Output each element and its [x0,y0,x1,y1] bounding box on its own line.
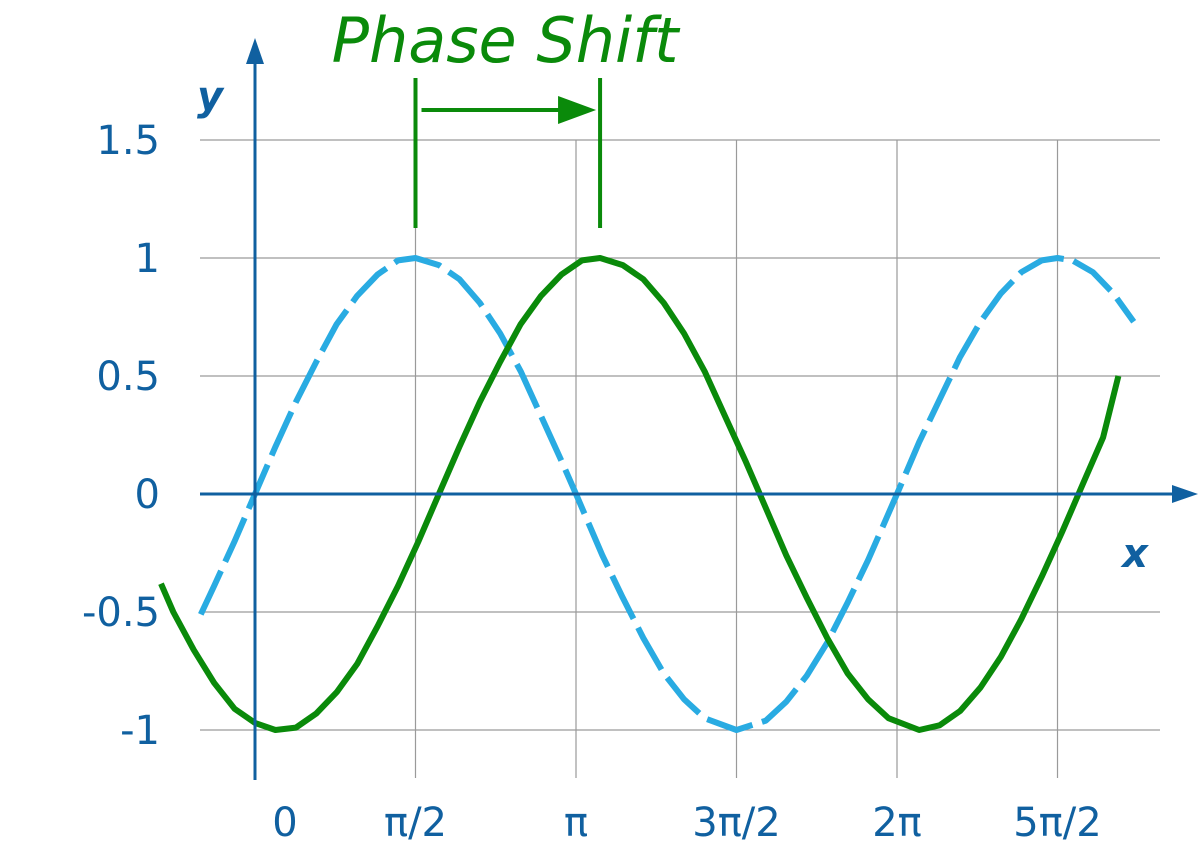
grid [200,139,1160,778]
x-tick-label: 5π/2 [1013,800,1101,841]
x-tick-label: π [564,800,588,841]
y-axis-arrowhead [246,38,264,64]
x-tick-label: 0 [272,800,297,841]
series-dashed-curve [198,255,1137,733]
series-layer [158,255,1137,733]
x-tick-label: 3π/2 [692,800,780,841]
y-tick-label: -0.5 [82,590,160,636]
x-axis-label: x [1120,531,1149,577]
y-tick-label: 1 [135,236,160,282]
series-solid-curve [158,255,1122,733]
phase-shift-arrowhead [558,96,597,124]
x-tick-label: 2π [872,800,922,841]
tick-labels: 1.5 1 0.5 0 -0.5 -1 0 π/2 π 3π/2 2π 5π/2 [82,118,1102,841]
x-axis-arrowhead [1172,485,1198,503]
axes [200,38,1198,780]
chart-title: Phase Shift [332,4,682,77]
y-tick-label: -1 [120,708,160,754]
y-tick-label: 1.5 [96,118,160,164]
y-tick-label: 0.5 [96,354,160,400]
y-axis-label: y [197,74,225,120]
x-tick-label: π/2 [384,800,447,841]
y-tick-label: 0 [135,472,160,518]
phase-shift-annotation [413,78,603,228]
